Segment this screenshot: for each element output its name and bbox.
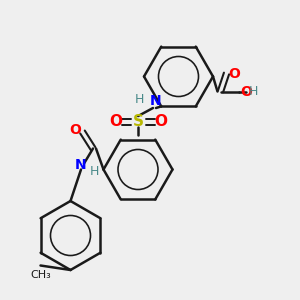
Text: H: H [249,85,258,98]
Text: N: N [150,94,161,108]
Text: CH₃: CH₃ [30,270,51,280]
Text: S: S [133,114,143,129]
Text: O: O [154,114,167,129]
Text: H: H [135,93,144,106]
Text: N: N [75,158,87,172]
Text: O: O [228,67,240,80]
Text: O: O [69,124,81,137]
Text: H: H [90,165,99,178]
Text: O: O [240,85,252,99]
Text: O: O [109,114,122,129]
